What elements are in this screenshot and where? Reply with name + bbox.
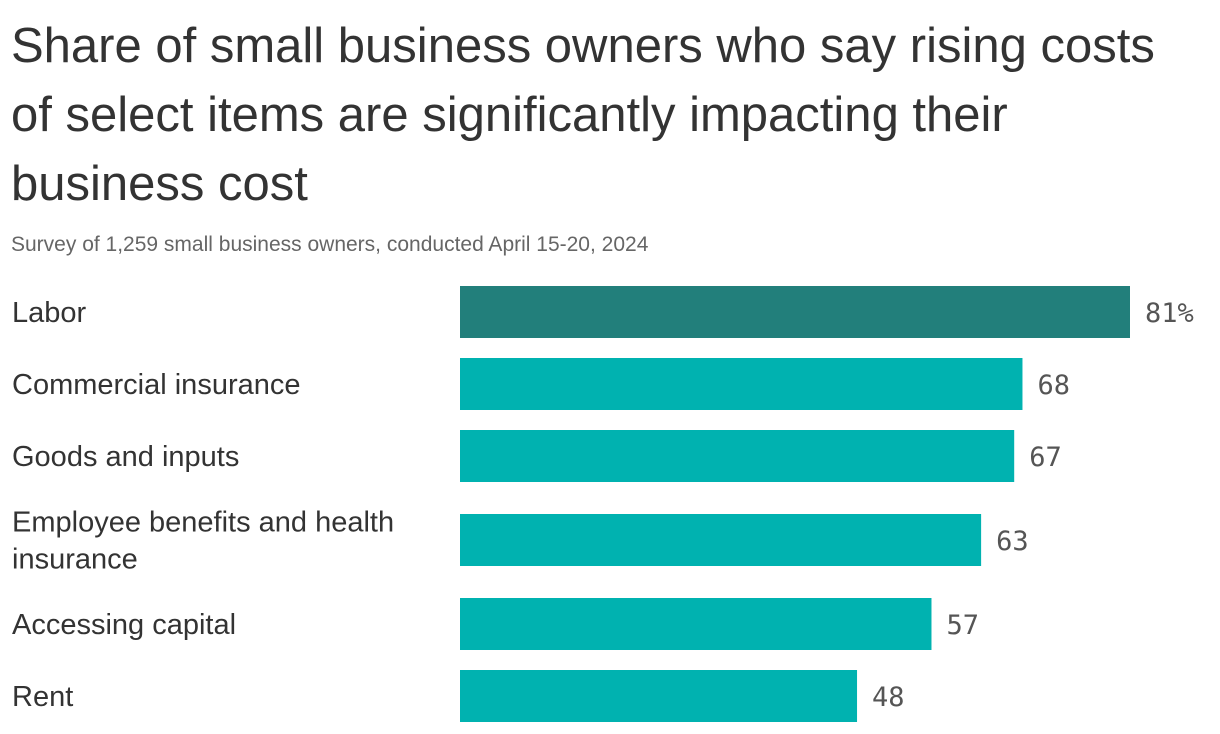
- chart-title: Share of small business owners who say r…: [11, 19, 1155, 211]
- category-label-4: Accessing capital: [12, 609, 236, 641]
- bar-4: [460, 598, 932, 650]
- value-label-5: 48: [872, 682, 905, 713]
- category-label-3: Employee benefits and health insurance: [12, 507, 394, 576]
- bar-1: [460, 358, 1023, 410]
- bar-3: [460, 514, 982, 566]
- category-label-0: Labor: [12, 297, 87, 329]
- value-label-2: 67: [1029, 442, 1062, 473]
- value-label-1: 68: [1037, 370, 1070, 401]
- chart-subtitle: Survey of 1,259 small business owners, c…: [11, 233, 649, 256]
- category-label-1: Commercial insurance: [12, 369, 301, 401]
- value-label-4: 57: [946, 610, 979, 641]
- category-label-2: Goods and inputs: [12, 441, 239, 473]
- bar-0: [460, 286, 1130, 338]
- bar-2: [460, 430, 1015, 482]
- value-label-0: 81%: [1145, 298, 1194, 329]
- value-label-3: 63: [996, 526, 1029, 557]
- bar-5: [460, 670, 858, 722]
- category-label-5: Rent: [12, 681, 73, 713]
